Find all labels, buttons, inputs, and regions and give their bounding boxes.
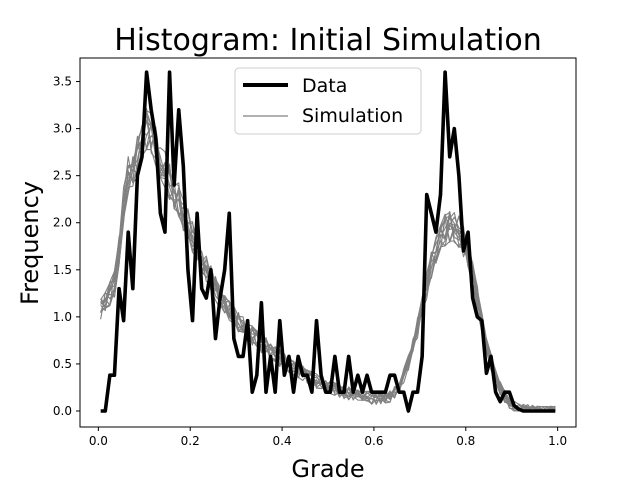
x-tick-label: 1.0 (548, 434, 567, 448)
x-axis-label: Grade (291, 455, 364, 480)
y-tick-label: 3.0 (53, 122, 72, 136)
y-tick-label: 1.5 (53, 263, 72, 277)
legend: Data Simulation (234, 67, 422, 135)
y-tick-label: 2.0 (53, 216, 72, 230)
y-axis-ticks: 0.0 0.5 1.0 1.5 2.0 2.5 3.0 3.5 (53, 75, 80, 418)
y-tick-label: 2.5 (53, 169, 72, 183)
simulation-series-line (100, 111, 556, 412)
x-tick-label: 0.6 (364, 434, 383, 448)
y-tick-label: 1.0 (53, 310, 72, 324)
legend-label-data: Data (302, 75, 347, 97)
x-tick-label: 0.0 (89, 434, 108, 448)
x-tick-label: 0.4 (273, 434, 292, 448)
x-axis-ticks: 0.0 0.2 0.4 0.6 0.8 1.0 (89, 427, 567, 448)
legend-label-simulation: Simulation (302, 105, 403, 127)
x-tick-label: 0.8 (456, 434, 475, 448)
y-tick-label: 3.5 (53, 75, 72, 89)
data-series-line (100, 70, 556, 413)
data-line-group (100, 70, 556, 413)
y-tick-label: 0.0 (53, 404, 72, 418)
x-tick-label: 0.2 (181, 434, 200, 448)
y-axis-label: Frequency (16, 181, 44, 305)
simulation-lines (100, 108, 556, 412)
y-tick-label: 0.5 (53, 357, 72, 371)
plot-frame (79, 57, 577, 428)
chart-title: Histogram: Initial Simulation (114, 23, 542, 58)
